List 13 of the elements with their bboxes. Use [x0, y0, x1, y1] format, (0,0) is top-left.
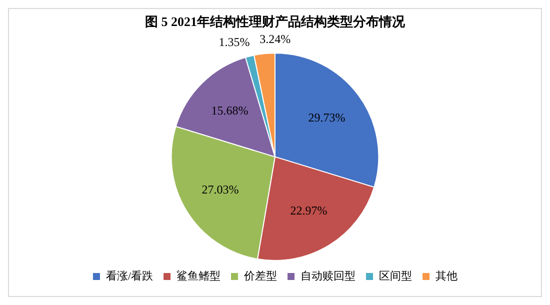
legend-label: 看涨/看跌 — [106, 269, 154, 282]
legend-label: 区间型 — [379, 270, 412, 282]
chart-title: 图 5 2021年结构性理财产品结构类型分布情况 — [145, 14, 406, 30]
legend-label: 其他 — [436, 269, 458, 282]
data-label: 1.35% — [218, 34, 250, 49]
legend-label: 鲨鱼鳍型 — [176, 269, 221, 282]
legend-label: 价差型 — [243, 270, 278, 282]
data-label: 15.68% — [211, 103, 248, 118]
data-label: 29.73% — [308, 110, 346, 125]
data-label: 3.24% — [260, 32, 291, 46]
legend-label: 自动赎回型 — [300, 270, 356, 282]
data-label: 22.97% — [290, 204, 328, 218]
data-label: 27.03% — [202, 182, 239, 197]
